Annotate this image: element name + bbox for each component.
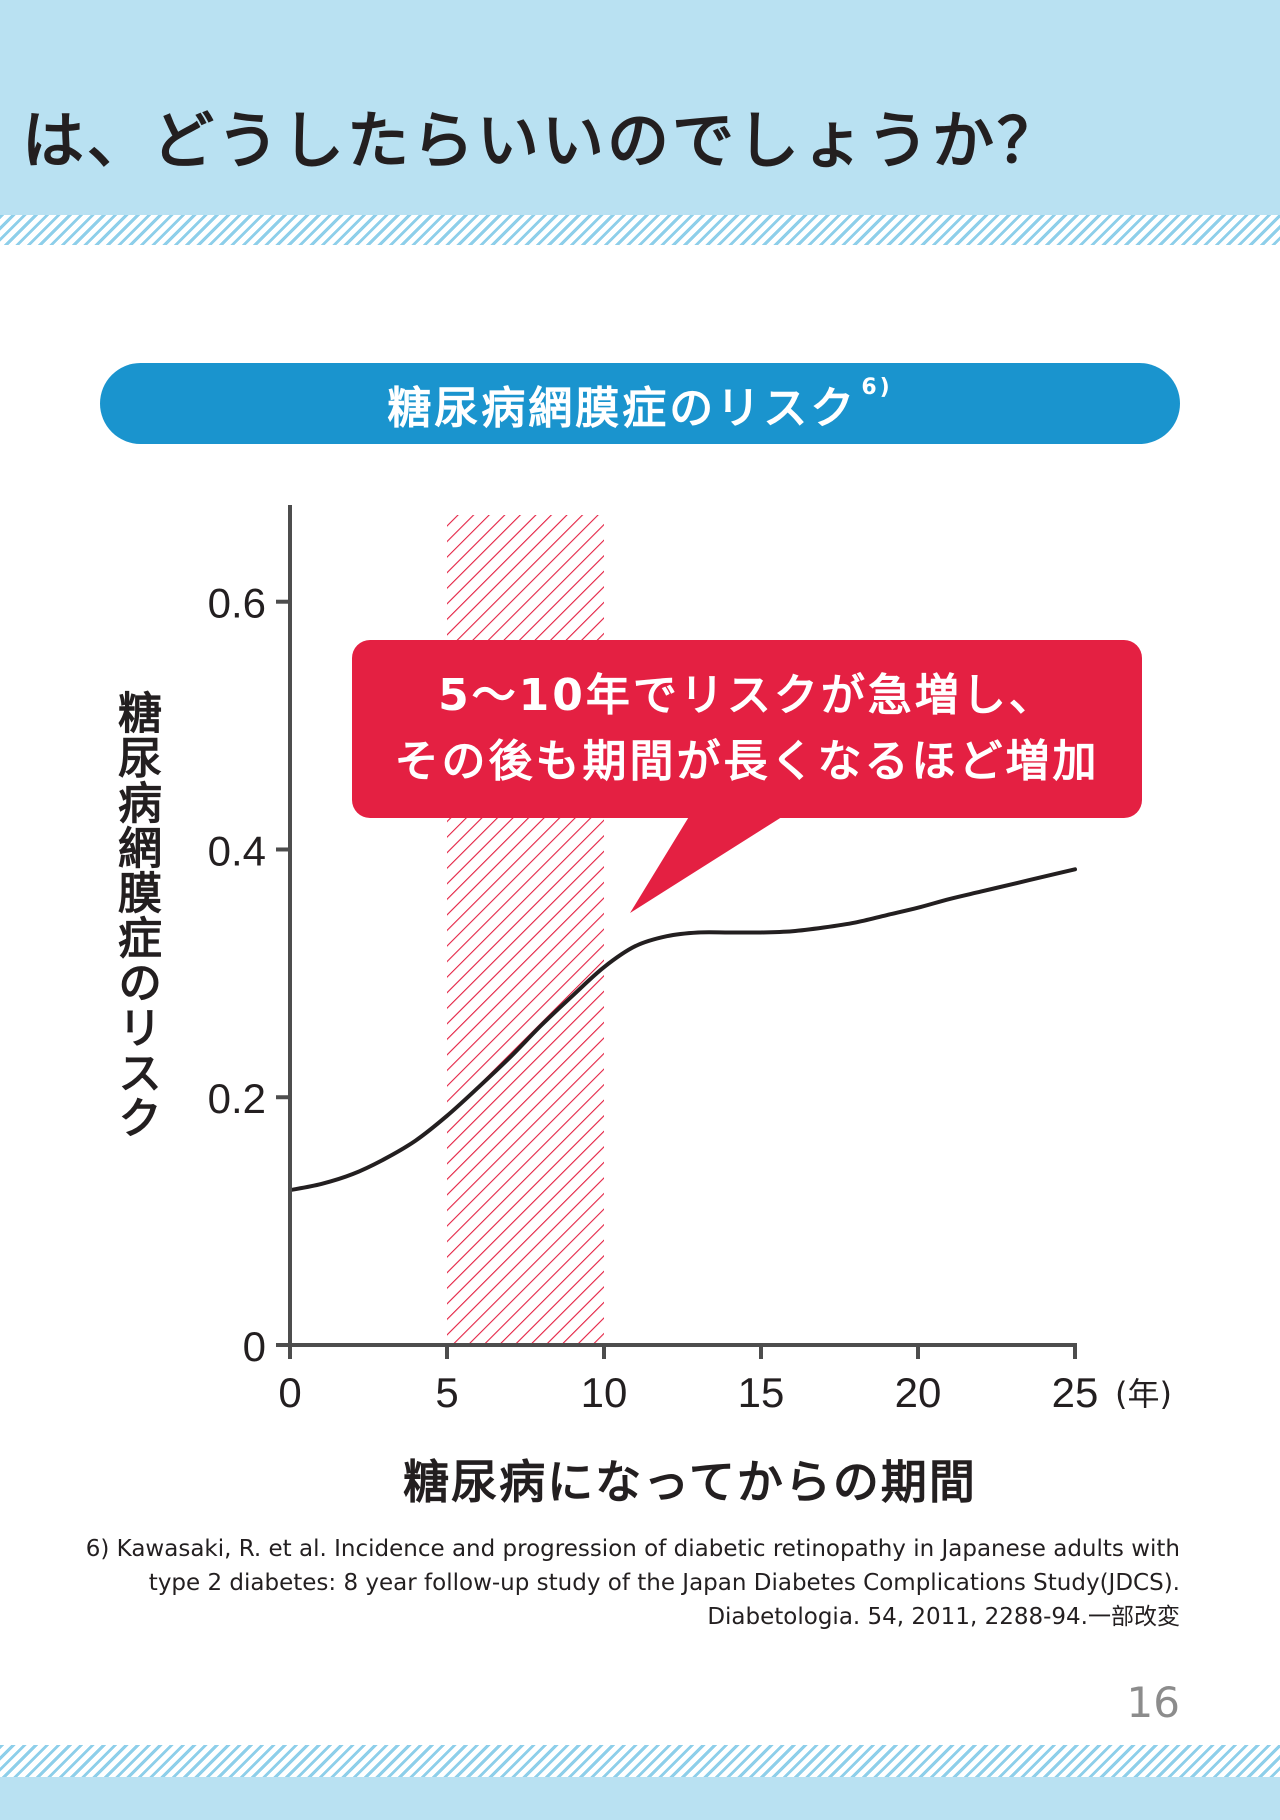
y-tick-label: 0 [243,1323,266,1370]
risk-curve [288,867,1077,1193]
header-band [0,0,1280,215]
callout-line-2: その後も期間が長くなるほど増加 [394,736,1100,787]
chart-title-banner: 糖尿病網膜症のリスク 6) [100,363,1180,444]
reference-line-2: type 2 diabetes: 8 year follow-up study … [148,1570,1180,1596]
page-number: 16 [1126,1678,1180,1727]
x-axis-label: 糖尿病になってからの期間 [403,1455,977,1509]
chart-title: 糖尿病網膜症のリスク [387,382,858,434]
x-tick-label: 25 [1052,1369,1099,1416]
footer-band [0,1777,1280,1820]
callout-pointer [630,815,785,913]
reference-line-3: Diabetologia. 54, 2011, 2288-94.一部改変 [707,1604,1180,1630]
reference-note: 6) Kawasaki, R. et al. Incidence and pro… [60,1532,1180,1634]
callout-box: 5〜10年でリスクが急増し、 その後も期間が長くなるほど増加 [352,640,1142,818]
header-stripe [0,215,1280,245]
x-tick-label: 20 [895,1369,942,1416]
x-tick-label: 15 [738,1369,785,1416]
x-tick-label: 0 [278,1369,301,1416]
callout-line-1: 5〜10年でリスクが急増し、 [438,670,1056,721]
y-tick-label: 0.6 [208,580,266,627]
y-tick-label: 0.4 [208,827,266,874]
chart-title-note: 6) [861,375,893,400]
x-tick-label: 10 [581,1369,628,1416]
y-tick-label: 0.2 [208,1075,266,1122]
risk-chart: 0 0.2 0.4 0.6 0 5 10 15 20 25 (年) [208,505,1172,1416]
x-axis-unit: (年) [1115,1375,1172,1413]
y-axis-label: 糖尿病網膜症のリスク [110,690,161,1140]
page-title: は、どうしたらいいのでしょうか？ [22,104,1063,177]
reference-line-1: 6) Kawasaki, R. et al. Incidence and pro… [85,1536,1180,1562]
footer-stripe [0,1745,1280,1777]
x-tick-label: 5 [435,1369,458,1416]
